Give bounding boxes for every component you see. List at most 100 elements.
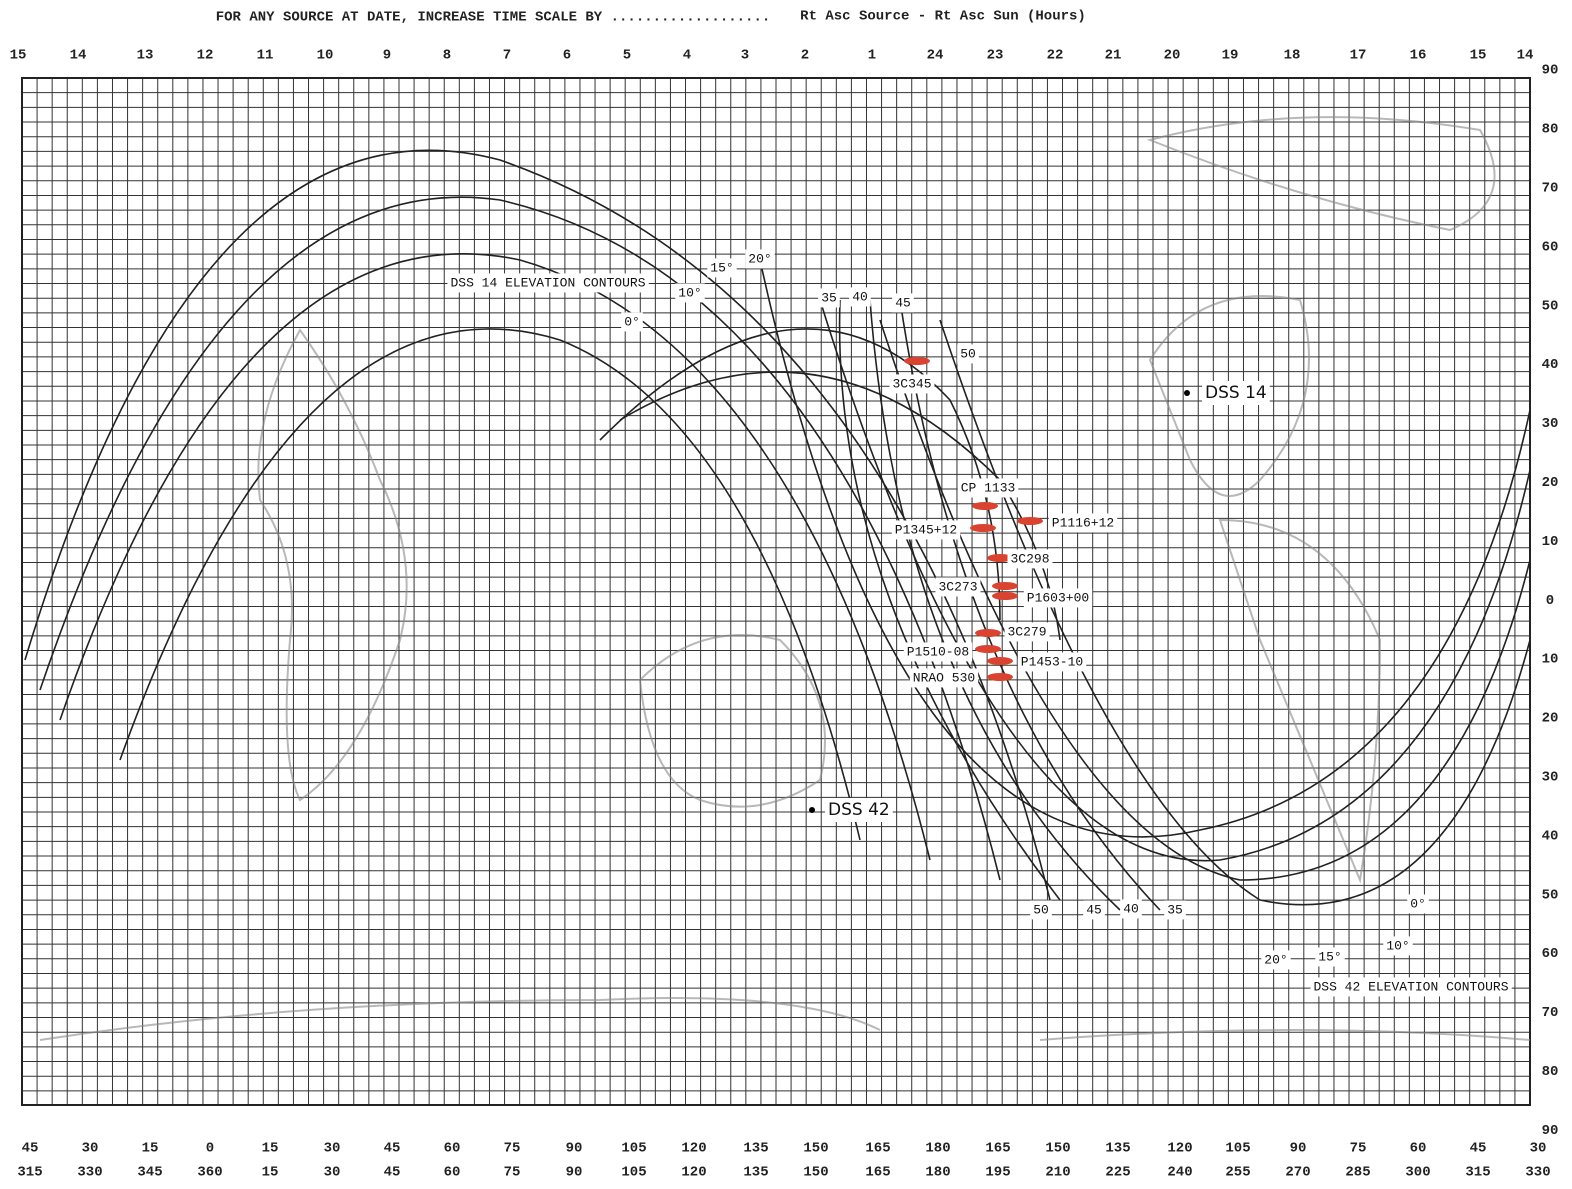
label: 210 <box>1045 1165 1070 1181</box>
grid <box>22 78 1530 1105</box>
label: 315 <box>1465 1165 1490 1181</box>
label: 15° <box>710 260 733 275</box>
label: 7 <box>503 48 511 64</box>
label: 330 <box>77 1165 102 1181</box>
label: 50 <box>1033 902 1049 917</box>
label: 15 <box>1470 48 1487 64</box>
label: 75 <box>504 1165 521 1181</box>
label: 180 <box>925 1141 950 1157</box>
label: 40 <box>852 289 868 304</box>
label: 60 <box>444 1165 461 1181</box>
label: 20 <box>1164 48 1181 64</box>
label: 16 <box>1410 48 1427 64</box>
label: 3C279 <box>1007 624 1046 639</box>
label: 330 <box>1525 1165 1550 1181</box>
label: P1510-08 <box>907 644 969 659</box>
label: 45 <box>384 1141 401 1157</box>
label: 18 <box>1284 48 1301 64</box>
label: 225 <box>1105 1165 1130 1181</box>
label: 45 <box>895 295 911 310</box>
label: 50 <box>1542 298 1559 314</box>
source-mark <box>992 582 1018 590</box>
label: 120 <box>681 1165 706 1181</box>
label: 15 <box>10 48 27 64</box>
label: 40 <box>1542 828 1559 844</box>
label: 255 <box>1225 1165 1250 1181</box>
label: 315 <box>17 1165 42 1181</box>
label: 10° <box>678 285 701 300</box>
source-mark <box>972 502 998 510</box>
label: 30 <box>1542 416 1559 432</box>
label: 240 <box>1167 1165 1192 1181</box>
label: 4 <box>683 48 691 64</box>
label: 22 <box>1047 48 1064 64</box>
label: 120 <box>681 1141 706 1157</box>
label: 50 <box>960 346 976 361</box>
label: 60 <box>1542 946 1559 962</box>
label: 40 <box>1123 901 1139 916</box>
label: 300 <box>1405 1165 1430 1181</box>
label: 3C273 <box>938 579 977 594</box>
source-mark <box>970 524 996 532</box>
label: Rt Asc Source - Rt Asc Sun (Hours) <box>800 9 1086 25</box>
label: 165 <box>985 1141 1010 1157</box>
label: 80 <box>1542 1064 1559 1080</box>
label: 14 <box>70 48 87 64</box>
label: 360 <box>197 1165 222 1181</box>
label: 150 <box>803 1165 828 1181</box>
label: 30 <box>82 1141 99 1157</box>
label: 30 <box>324 1141 341 1157</box>
label: DSS 42 ELEVATION CONTOURS <box>1313 979 1508 994</box>
label: 9 <box>383 48 391 64</box>
label: 21 <box>1105 48 1122 64</box>
source-mark <box>1017 517 1043 525</box>
label: 10 <box>1542 534 1559 550</box>
source-mark <box>992 592 1018 600</box>
label: 45 <box>1086 902 1102 917</box>
label: 195 <box>985 1165 1010 1181</box>
label: 14 <box>1517 48 1534 64</box>
label: 80 <box>1542 122 1559 138</box>
label: 35 <box>1167 902 1183 917</box>
label: 5 <box>623 48 631 64</box>
label: 10° <box>1386 938 1409 953</box>
label: 0 <box>206 1141 214 1157</box>
label: 45 <box>22 1141 39 1157</box>
label: 105 <box>621 1165 646 1181</box>
station-dot <box>1184 390 1190 396</box>
station-dot <box>809 807 815 813</box>
label: 35 <box>821 290 837 305</box>
label: 75 <box>1350 1141 1367 1157</box>
label: 135 <box>1105 1141 1130 1157</box>
label: 24 <box>927 48 944 64</box>
source-mark <box>987 673 1013 681</box>
label: 1 <box>868 48 876 64</box>
label: P1453-10 <box>1021 654 1083 669</box>
label: 0° <box>624 314 640 329</box>
label: 6 <box>563 48 571 64</box>
label: 30 <box>324 1165 341 1181</box>
label: 13 <box>137 48 154 64</box>
label: 10 <box>1542 652 1559 668</box>
label: 3C298 <box>1010 551 1049 566</box>
label: 150 <box>803 1141 828 1157</box>
label: 10 <box>317 48 334 64</box>
label: 3C345 <box>892 376 931 391</box>
label: 165 <box>865 1141 890 1157</box>
label: 285 <box>1345 1165 1370 1181</box>
label: 20 <box>1542 475 1559 491</box>
label: 70 <box>1542 1005 1559 1021</box>
label: 20° <box>748 251 771 266</box>
label: NRAO 530 <box>913 670 975 685</box>
label: 180 <box>925 1165 950 1181</box>
source-mark <box>987 657 1013 665</box>
label: 90 <box>566 1165 583 1181</box>
source-mark <box>975 645 1001 653</box>
source-mark <box>975 629 1001 637</box>
label: DSS 14 <box>1205 383 1267 403</box>
elevation-contour-map: FOR ANY SOURCE AT DATE, INCREASE TIME SC… <box>0 0 1572 1189</box>
label: 20° <box>1264 952 1287 967</box>
label: 17 <box>1350 48 1367 64</box>
label: 60 <box>1542 239 1559 255</box>
label: 40 <box>1542 357 1559 373</box>
